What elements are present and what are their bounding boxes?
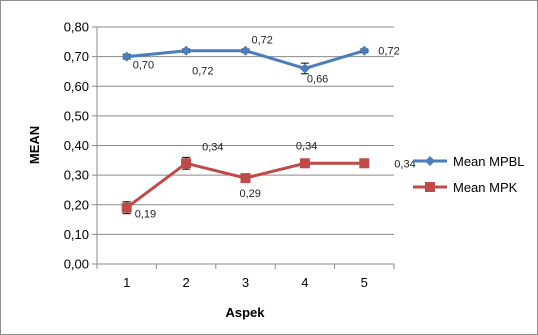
legend-item-mpbl: Mean MPBL — [413, 154, 525, 169]
y-tick-label: 0,20 — [64, 197, 89, 212]
data-label: 0,70 — [133, 60, 154, 72]
data-label: 0,34 — [202, 141, 223, 153]
legend-label-mpbl: Mean MPBL — [453, 154, 525, 169]
data-point-marker — [299, 63, 310, 74]
x-tick-label: 5 — [361, 275, 368, 290]
y-axis-title: MEAN — [27, 126, 42, 164]
data-label: 0,72 — [192, 66, 213, 78]
gridlines — [97, 26, 394, 235]
y-tick-label: 0,60 — [64, 79, 89, 94]
legend-marker-mpbl — [425, 156, 435, 166]
x-tick-label: 3 — [242, 275, 249, 290]
y-tick-label: 0,10 — [64, 227, 89, 242]
data-label: 0,66 — [307, 73, 328, 85]
y-tick-label: 0,70 — [64, 49, 89, 64]
y-tick-label: 0,40 — [64, 138, 89, 153]
data-point-marker — [240, 45, 251, 56]
x-tick-label: 1 — [123, 275, 130, 290]
data-label: 0,72 — [378, 46, 399, 58]
data-label: 0,34 — [296, 140, 317, 152]
y-tick-label: 0,00 — [64, 257, 89, 272]
axes: 0,00 0,10 0,20 0,30 0,40 0,50 0,60 0,70 0,80 1 2 3 4… — [64, 20, 395, 290]
data-label: 0,34 — [394, 158, 415, 170]
data-point-marker — [359, 45, 370, 56]
x-tick-label: 2 — [182, 275, 189, 290]
x-tick-label: 4 — [301, 275, 308, 290]
y-tick-label: 0,30 — [64, 168, 89, 183]
data-label: 0,19 — [135, 209, 156, 221]
data-point-marker — [181, 45, 192, 56]
data-point-marker — [240, 173, 251, 184]
data-point-marker — [359, 158, 370, 169]
legend-label-mpk: Mean MPK — [453, 180, 518, 195]
data-label: 0,72 — [252, 35, 273, 47]
data-point-marker — [299, 158, 310, 169]
data-point-marker — [181, 158, 192, 169]
legend: Mean MPBL Mean MPK — [413, 154, 525, 195]
series-mpk — [121, 156, 370, 215]
y-tick-label: 0,50 — [64, 108, 89, 123]
data-point-marker — [121, 202, 132, 213]
y-tick-label: 0,80 — [64, 20, 89, 35]
series-line — [125, 161, 365, 209]
legend-item-mpk: Mean MPK — [413, 180, 518, 195]
data-label: 0,29 — [240, 188, 261, 200]
data-labels: 0,70 0,72 0,72 0,66 0,72 0,19 0,34 0,29 0,34 0,34 — [133, 35, 416, 221]
x-axis-title: Aspek — [225, 305, 265, 320]
legend-marker-mpk — [425, 182, 435, 192]
data-point-marker — [121, 51, 132, 62]
series-layer — [121, 45, 370, 215]
series-mpbl — [121, 45, 370, 75]
